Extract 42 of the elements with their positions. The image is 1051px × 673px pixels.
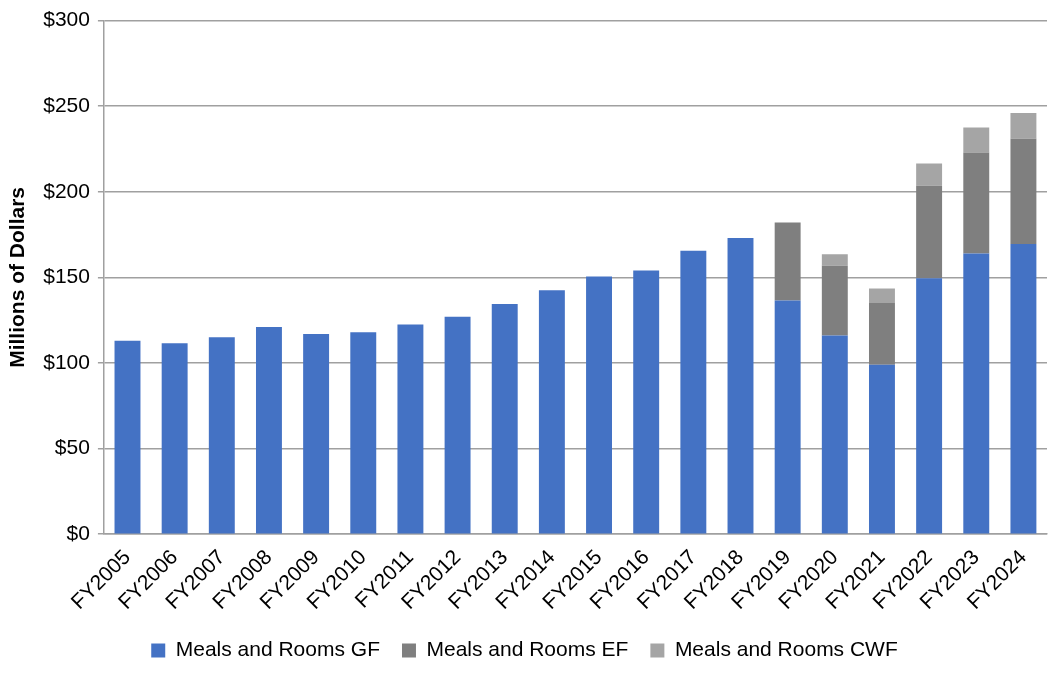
y-tick-label: $100 <box>43 349 90 373</box>
bar <box>538 290 565 534</box>
bar <box>821 265 848 336</box>
bar <box>774 222 801 301</box>
bar <box>868 364 895 534</box>
bar <box>114 340 141 534</box>
y-tick-label: $150 <box>43 264 90 288</box>
bar <box>1010 113 1037 139</box>
bar <box>633 270 660 534</box>
y-tick-label: $250 <box>43 92 90 116</box>
bar <box>916 185 943 279</box>
legend-label: Meals and Rooms EF <box>426 637 629 661</box>
bar <box>161 343 188 534</box>
bar <box>444 316 471 534</box>
bar <box>680 250 707 534</box>
bar <box>303 333 330 534</box>
bar <box>491 303 518 534</box>
y-tick-label: $300 <box>43 7 90 31</box>
bar <box>821 254 848 266</box>
bar <box>821 335 848 534</box>
bar <box>868 288 895 304</box>
y-axis-title: Millions of Dollars <box>5 186 29 368</box>
bar <box>255 327 282 534</box>
legend-label: Meals and Rooms CWF <box>674 637 898 661</box>
bar <box>1010 138 1037 244</box>
bar <box>868 303 895 365</box>
bar <box>727 238 754 534</box>
bar <box>208 337 235 534</box>
bar <box>963 127 990 153</box>
bar <box>1010 244 1037 534</box>
legend-label: Meals and Rooms GF <box>175 637 380 661</box>
bar <box>916 278 943 534</box>
bar <box>963 253 990 534</box>
bar <box>963 152 990 254</box>
y-tick-label: $0 <box>66 520 90 544</box>
bar <box>916 163 943 186</box>
bar <box>774 300 801 534</box>
y-tick-label: $200 <box>43 178 90 202</box>
y-tick-label: $50 <box>54 435 90 459</box>
bar <box>397 324 424 534</box>
bar <box>586 276 612 534</box>
bar <box>350 332 377 534</box>
